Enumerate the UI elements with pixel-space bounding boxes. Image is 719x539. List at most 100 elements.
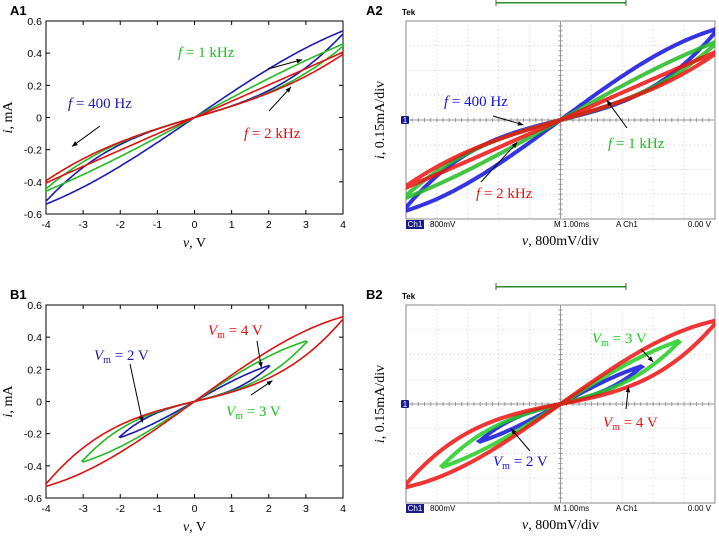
x-tick-label: -2 (116, 503, 125, 515)
status-trigger-level: 0.00 V (688, 504, 712, 513)
annotation-var: f (608, 136, 614, 152)
annotation-label: Vm = 4 V (603, 415, 658, 433)
scope-brand: Tek (402, 8, 416, 17)
y-tick-label: 0 (36, 113, 42, 125)
y-tick-label: -0.2 (24, 429, 42, 441)
trigger-bar (496, 286, 626, 288)
annotation-arrow (71, 125, 101, 147)
x-tick-label: -3 (78, 219, 87, 231)
annotation-var: f (444, 94, 450, 110)
x-axis-unit: , V (189, 236, 206, 251)
x-tick-label: -4 (41, 219, 50, 231)
annotation-label: Vm = 2 V (94, 348, 149, 366)
y-axis-var: i (373, 155, 388, 159)
status-volts: 800mV (430, 220, 456, 229)
annotation-arrowhead (511, 142, 518, 148)
status-time: M 1.00ms (554, 504, 589, 513)
y-axis-unit: , 0.15mA/div (373, 81, 388, 155)
channel-marker-label: 1 (403, 116, 408, 125)
annotation-text: = 3 V (243, 404, 281, 420)
panel-B1: -4 -3 -2 -1 0 1 2 3 4-0.6-0.4-0.200.20.40.6B1v, … (1, 287, 346, 535)
y-tick-label: -0.4 (24, 177, 42, 189)
x-axis-label: v, V (183, 236, 206, 251)
x-tick-label: 2 (266, 219, 272, 231)
x-axis-label: v, 800mV/div (522, 518, 599, 533)
annotation-text: = 400 Hz (72, 96, 132, 112)
x-tick-label: -2 (116, 219, 125, 231)
status-channel-box (406, 504, 424, 513)
x-tick-label: 2 (266, 503, 272, 515)
annotation-text: = 2 kHz (248, 126, 301, 142)
x-axis-var: v (522, 234, 529, 249)
y-axis-unit: , 0.15mA/div (373, 365, 388, 439)
annotation-var: f (178, 45, 184, 61)
annotation-sub: m (235, 411, 243, 422)
annotation-label: Vm = 2 V (493, 454, 548, 472)
annotation-arrow (267, 59, 303, 70)
status-channel: Ch1 (408, 504, 423, 513)
y-tick-label: 0.6 (27, 16, 42, 28)
x-tick-label: -1 (153, 503, 162, 515)
x-tick-label: -3 (78, 503, 87, 515)
x-axis-var: v (183, 520, 190, 535)
annotation-text: = 2 V (111, 348, 149, 364)
annotation-label: f = 2 kHz (244, 126, 301, 142)
panel-A2: Tek 1 Ch1 800mV M 1.00ms A Ch1 0.00 V A2 v, 800m… (366, 0, 716, 249)
annotation-arrowhead (71, 141, 78, 147)
panel-B2: Tek 1 Ch1 800mV M 1.00ms A Ch1 0.00 V B2 v, 800m… (366, 283, 716, 533)
y-tick-label: 0.2 (27, 80, 42, 92)
annotation-label: f = 400 Hz (444, 94, 508, 110)
annotation-arrowhead (285, 86, 292, 93)
status-trigger: A Ch1 (616, 504, 638, 513)
panel-label: B2 (366, 287, 383, 302)
annotation-var: V (208, 323, 219, 339)
annotation-arrowhead (625, 386, 631, 393)
annotation-var: f (476, 186, 482, 202)
annotation-arrow (480, 141, 518, 183)
annotation-var: V (226, 404, 237, 420)
status-channel-box (406, 220, 424, 229)
annotation-label: f = 1 kHz (608, 136, 665, 152)
x-tick-label: 1 (229, 503, 235, 515)
y-axis-var: i (1, 129, 16, 133)
channel-marker (401, 116, 409, 124)
annotation-var: V (94, 348, 105, 364)
annotation-arrowhead (511, 428, 517, 435)
annotation-sub: m (502, 461, 510, 472)
annotation-text: = 2 kHz (480, 186, 533, 202)
annotation-sub: m (601, 338, 609, 349)
channel-marker-label: 1 (403, 400, 408, 409)
annotation-label: Vm = 3 V (592, 331, 647, 349)
series-group (406, 318, 715, 490)
y-axis-label: i, 0.15mA/div (373, 365, 388, 443)
x-axis-label: v, V (183, 520, 206, 535)
x-axis-var: v (522, 518, 529, 533)
x-tick-label: 3 (303, 219, 309, 231)
x-axis-unit: , 800mV/div (528, 518, 599, 533)
y-axis-unit: , mA (1, 101, 16, 130)
annotation-var: V (592, 331, 603, 347)
annotation-text: = 3 V (609, 331, 647, 347)
x-axis-unit: , V (189, 520, 206, 535)
series-group (46, 29, 343, 206)
annotation-sub: m (103, 355, 111, 366)
annotation-arrowhead (139, 416, 144, 423)
x-axis-var: v (183, 236, 190, 251)
series-loop (406, 318, 715, 490)
annotation-arrowhead (606, 100, 612, 107)
annotation-var: f (68, 96, 74, 112)
panel-label: A1 (10, 3, 27, 18)
status-channel: Ch1 (408, 220, 423, 229)
x-tick-label: 1 (229, 219, 235, 231)
y-tick-label: 0 (36, 397, 42, 409)
annotation-arrow (129, 363, 144, 423)
status-time: M 1.00ms (554, 220, 589, 229)
y-axis-var: i (1, 413, 16, 417)
series-loop (438, 338, 683, 470)
y-tick-label: -0.4 (24, 461, 42, 473)
series-group (406, 27, 715, 213)
annotation-sub: m (217, 330, 225, 341)
status-volts: 800mV (430, 504, 456, 513)
annotation-label: Vm = 3 V (226, 404, 281, 422)
x-axis-unit: , 800mV/div (528, 234, 599, 249)
